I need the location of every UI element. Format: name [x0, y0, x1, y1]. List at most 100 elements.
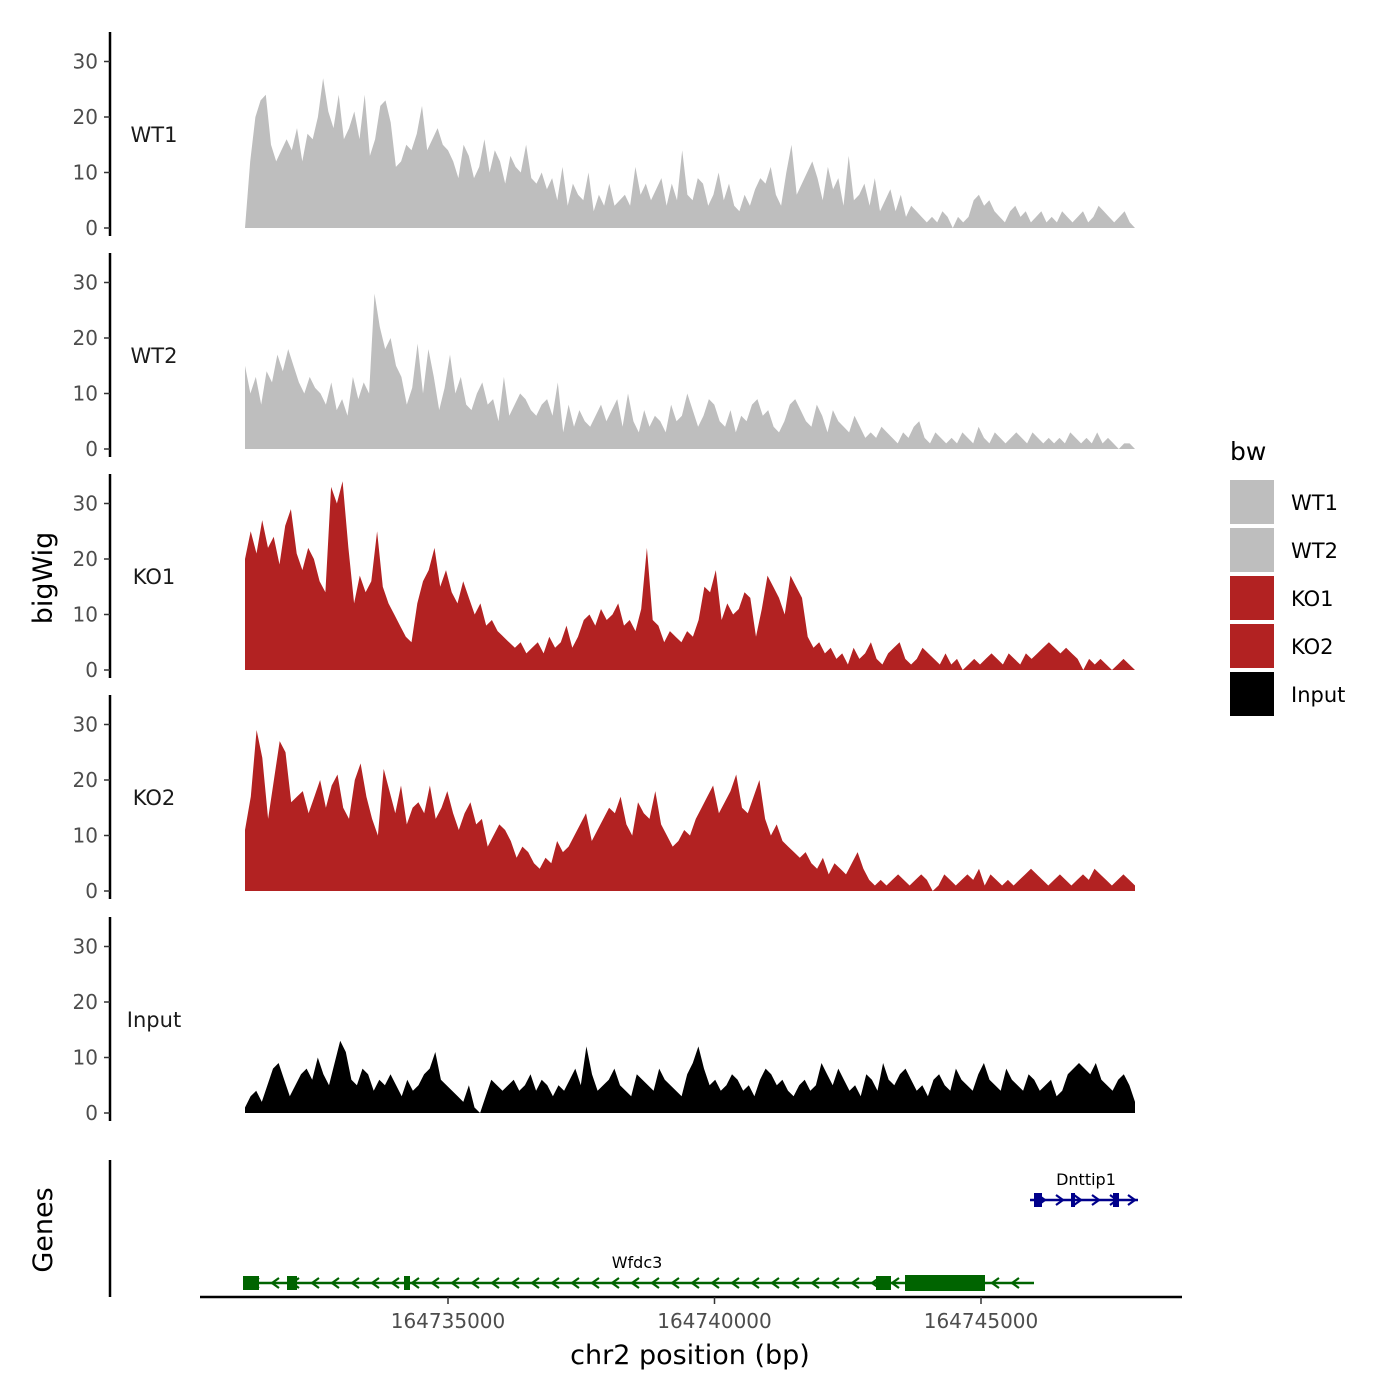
legend-swatch [1230, 576, 1274, 620]
x-axis-title: chr2 position (bp) [570, 1340, 810, 1371]
strand-arrow [610, 1277, 620, 1289]
legend-item-wt1: WT1 [1230, 480, 1338, 524]
legend-swatch [1230, 528, 1274, 572]
x-tick-label: 164735000 [391, 1309, 506, 1333]
legend-title: bw [1230, 437, 1266, 466]
exon-block [1113, 1193, 1119, 1207]
x-axis: 164735000 164740000 164745000 [200, 1295, 1182, 1333]
strand-arrow [330, 1277, 340, 1289]
y-tick-label: 10 [73, 603, 98, 627]
strand-arrow [550, 1277, 560, 1289]
strand-arrow [630, 1277, 640, 1289]
y-tick-label: 30 [73, 935, 98, 959]
strand-arrow [1010, 1277, 1020, 1289]
exon-block [876, 1276, 891, 1290]
coverage-area-wt1 [245, 78, 1135, 228]
track-label-wt2: WT2 [131, 344, 178, 368]
track-label-ko2: KO2 [133, 786, 176, 810]
strand-arrow [730, 1277, 740, 1289]
track-wt1: 0 10 20 30 WT1 [73, 32, 1135, 240]
legend-label: KO2 [1291, 635, 1334, 659]
y-tick-label: 0 [85, 437, 98, 461]
x-tick-label: 164740000 [657, 1309, 772, 1333]
strand-arrow [590, 1277, 600, 1289]
y-tick-label: 10 [73, 824, 98, 848]
y-tick-label: 0 [85, 879, 98, 903]
strand-arrow [850, 1277, 860, 1289]
strand-arrow [750, 1277, 760, 1289]
strand-arrow [470, 1277, 480, 1289]
strand-arrow [770, 1277, 780, 1289]
strand-arrow [670, 1277, 680, 1289]
y-tick-label: 30 [73, 271, 98, 295]
strand-arrow [1127, 1194, 1137, 1206]
strand-arrow [690, 1277, 700, 1289]
legend-swatch [1230, 480, 1274, 524]
strand-arrow [710, 1277, 720, 1289]
y-tick-label: 30 [73, 492, 98, 516]
strand-arrow [810, 1277, 820, 1289]
strand-arrow [390, 1277, 400, 1289]
y-tick-label: 20 [73, 105, 98, 129]
legend: WT1 WT2 KO1 KO2 Input [1230, 480, 1345, 716]
legend-item-ko1: KO1 [1230, 576, 1334, 620]
strand-arrow [890, 1277, 900, 1289]
coverage-area-wt2 [245, 293, 1135, 449]
strand-arrow [650, 1277, 660, 1289]
exon-block [287, 1276, 297, 1290]
y-tick-label: 0 [85, 1101, 98, 1125]
y-tick-label: 20 [73, 990, 98, 1014]
strand-arrow [830, 1277, 840, 1289]
strand-arrow [530, 1277, 540, 1289]
y-tick-label: 20 [73, 547, 98, 571]
track-ko1: 0 10 20 30 KO1 [73, 474, 1135, 682]
gene-label-dnttip1: Dnttip1 [1056, 1170, 1116, 1189]
gene-dnttip1: Dnttip1 [1030, 1170, 1138, 1207]
strand-arrow [450, 1277, 460, 1289]
legend-swatch [1230, 672, 1274, 716]
y-tick-label: 20 [73, 768, 98, 792]
track-input: 0 10 20 30 Input [73, 917, 1135, 1125]
coverage-area-ko1 [245, 481, 1135, 670]
exon-block [243, 1276, 259, 1290]
gene-label-wfdc3: Wfdc3 [612, 1253, 663, 1272]
exon-block [905, 1275, 985, 1291]
legend-item-ko2: KO2 [1230, 624, 1334, 668]
y-tick-label: 10 [73, 1046, 98, 1070]
y-tick-label: 30 [73, 713, 98, 737]
strand-arrow [370, 1277, 380, 1289]
bigwig-tracks: 0 10 20 30 WT1 0 10 20 30 WT2 0 10 20 30 KO1 0 10 20 30 KO2… [73, 32, 1135, 1125]
legend-swatch [1230, 624, 1274, 668]
strand-arrow [310, 1277, 320, 1289]
legend-label: Input [1291, 683, 1345, 707]
exon-block [1071, 1193, 1075, 1207]
strand-arrow [510, 1277, 520, 1289]
strand-arrow [1073, 1194, 1083, 1206]
exon-block [404, 1276, 410, 1290]
exon-block [1034, 1193, 1042, 1207]
track-label-input: Input [127, 1008, 181, 1032]
y-tick-label: 10 [73, 161, 98, 185]
genes-panel: Wfdc3 Dnttip1 [108, 1160, 1138, 1297]
coverage-area-input [245, 1040, 1135, 1113]
legend-label: WT1 [1291, 491, 1338, 515]
track-ko2: 0 10 20 30 KO2 [73, 695, 1135, 903]
y-tick-label: 0 [85, 216, 98, 240]
y-tick-label: 30 [73, 50, 98, 74]
y-tick-label: 20 [73, 326, 98, 350]
strand-arrow [270, 1277, 280, 1289]
legend-item-wt2: WT2 [1230, 528, 1338, 572]
track-label-wt1: WT1 [131, 123, 178, 147]
strand-arrow [990, 1277, 1000, 1289]
strand-arrow [430, 1277, 440, 1289]
strand-arrow [490, 1277, 500, 1289]
strand-arrow [1055, 1194, 1065, 1206]
track-wt2: 0 10 20 30 WT2 [73, 253, 1135, 461]
y-axis-title: bigWig [28, 532, 59, 625]
coverage-area-ko2 [245, 730, 1135, 891]
x-tick-label: 164745000 [924, 1309, 1039, 1333]
strand-arrow [1091, 1194, 1101, 1206]
legend-label: WT2 [1291, 539, 1338, 563]
strand-arrow [790, 1277, 800, 1289]
